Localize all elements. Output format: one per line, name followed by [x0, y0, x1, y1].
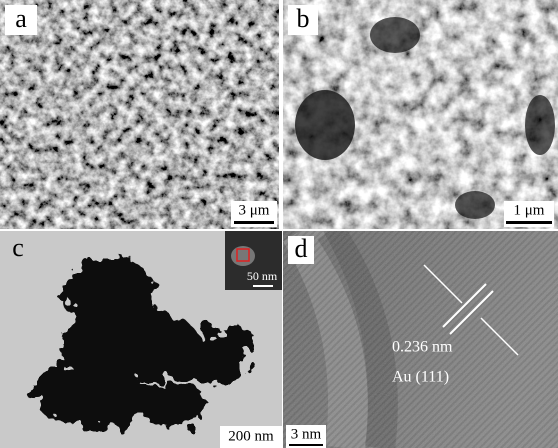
- scale-bar-label: 3 μm: [239, 202, 270, 218]
- panel-d: d 0.236 nm Au (111) 3 nm: [283, 231, 558, 448]
- panel-label: c: [12, 233, 24, 262]
- scale-bar-label: 3 nm: [291, 426, 322, 442]
- panel-label: b: [297, 4, 310, 33]
- annotation: 0.236 nm: [392, 339, 453, 356]
- figure: a 3 μm b 1 μm 50 nm c: [0, 0, 558, 448]
- inset-scale-bar-label: 50 nm: [247, 269, 278, 283]
- annotation: Au (111): [392, 369, 449, 386]
- panel-b: b 1 μm: [283, 0, 558, 229]
- panel-label: a: [15, 4, 27, 33]
- scale-bar-label: 200 nm: [228, 428, 274, 444]
- panel-a: a 3 μm: [0, 0, 279, 229]
- scale-bar-label: 1 μm: [514, 202, 545, 218]
- panel-c: 50 nm c 200 nm: [0, 231, 282, 448]
- panel-label: d: [295, 234, 308, 263]
